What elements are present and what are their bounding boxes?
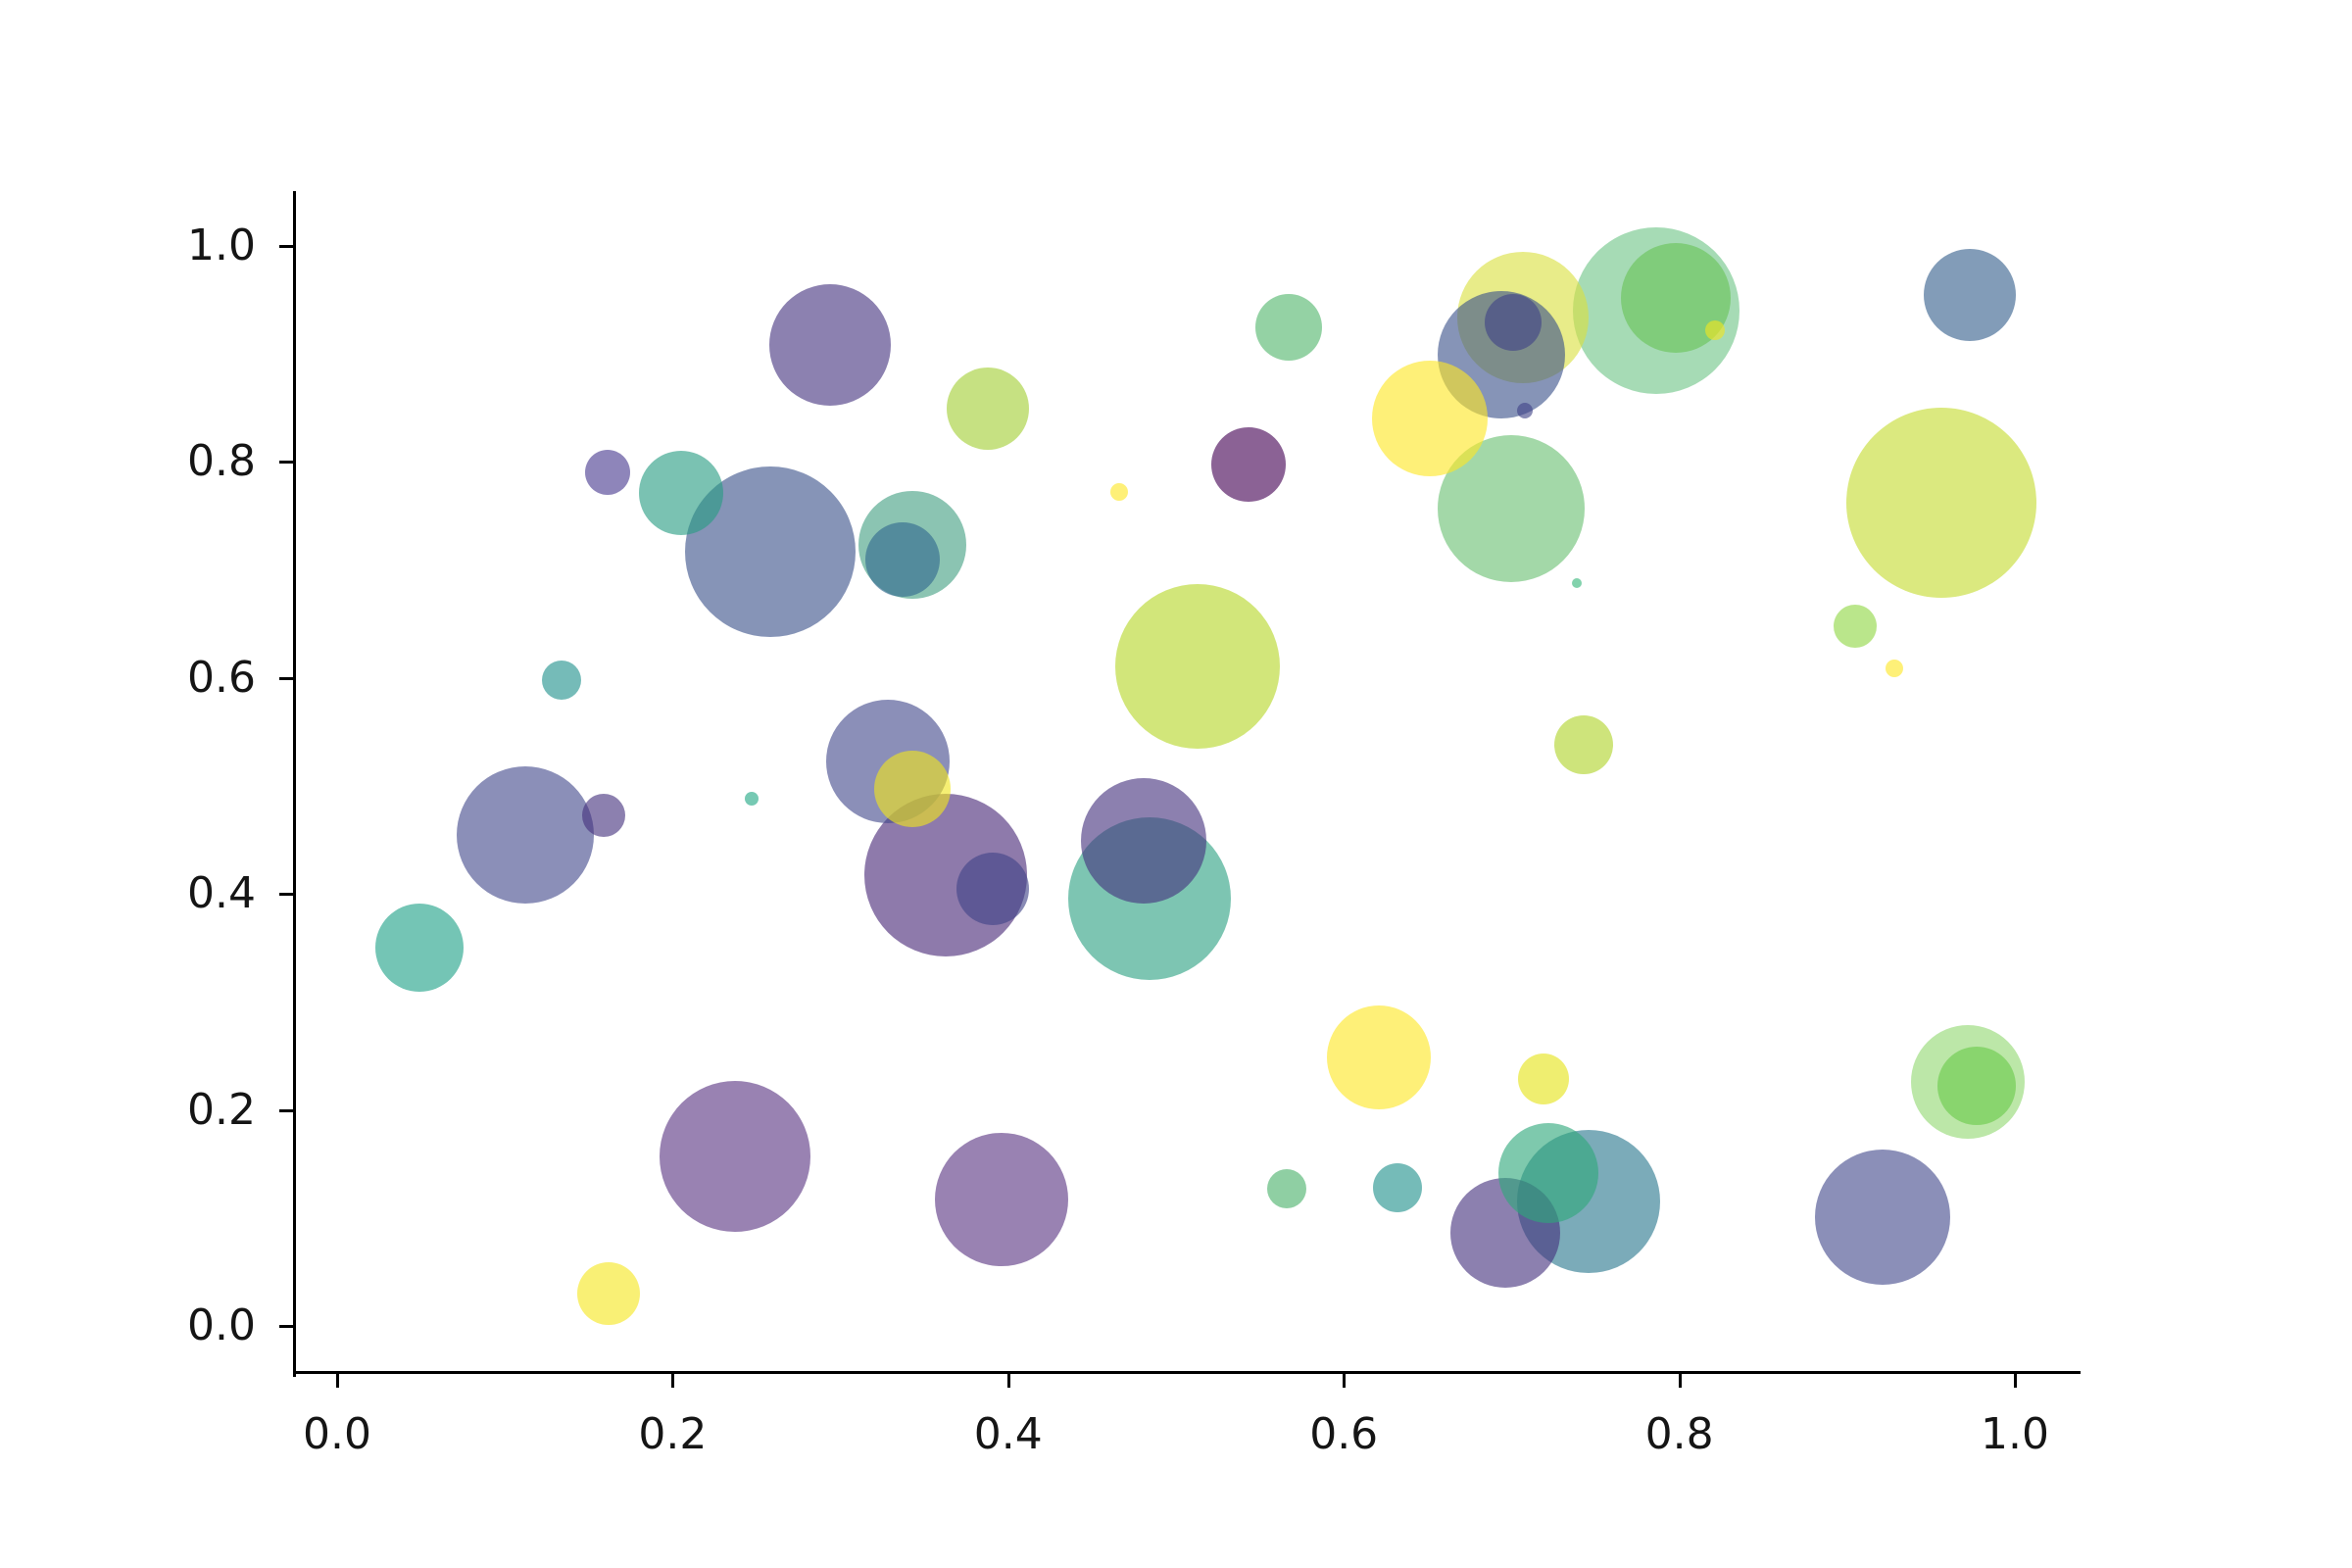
data-point-bubble: [956, 852, 1030, 925]
x-tick-label: 0.0: [303, 1409, 371, 1459]
x-axis-spine: [293, 1371, 2081, 1374]
data-point-bubble: [1109, 483, 1128, 502]
y-axis-spine: [293, 191, 296, 1377]
x-tick-mark: [1343, 1374, 1347, 1388]
data-point-bubble: [1115, 583, 1281, 749]
data-point-bubble: [456, 765, 594, 904]
y-tick-mark: [279, 1325, 293, 1328]
data-point-bubble: [947, 368, 1030, 451]
x-tick-label: 0.4: [973, 1409, 1043, 1459]
data-point-bubble: [934, 1133, 1068, 1267]
data-point-bubble: [659, 1080, 810, 1232]
y-tick-label: 0.0: [187, 1300, 256, 1350]
data-point-bubble: [1572, 577, 1583, 588]
data-point-bubble: [577, 1261, 641, 1325]
x-tick-label: 1.0: [1981, 1409, 2049, 1459]
x-tick-mark: [336, 1374, 339, 1388]
data-point-bubble: [1517, 1053, 1569, 1104]
data-point-bubble: [1371, 361, 1488, 477]
x-tick-mark: [2014, 1374, 2017, 1388]
x-tick-mark: [1678, 1374, 1682, 1388]
data-point-bubble: [1485, 294, 1543, 352]
data-point-bubble: [1254, 293, 1322, 361]
data-point-bubble: [1266, 1169, 1306, 1209]
data-point-bubble: [1372, 1162, 1422, 1212]
y-tick-label: 1.0: [187, 220, 256, 270]
data-point-bubble: [584, 450, 630, 496]
data-point-bubble: [1554, 715, 1614, 775]
y-tick-label: 0.8: [187, 436, 256, 487]
y-tick-label: 0.6: [187, 652, 256, 703]
x-tick-mark: [1006, 1374, 1010, 1388]
data-point-bubble: [638, 451, 723, 536]
y-tick-mark: [279, 676, 293, 680]
data-point-bubble: [374, 904, 464, 993]
data-point-bubble: [1845, 408, 2036, 599]
data-point-bubble: [582, 793, 626, 837]
data-point-bubble: [769, 284, 892, 407]
data-point-bubble: [1327, 1004, 1432, 1109]
data-point-bubble: [1498, 1122, 1599, 1223]
data-point-bubble: [1210, 426, 1286, 502]
data-point-bubble: [1923, 248, 2016, 341]
y-tick-mark: [279, 245, 293, 248]
data-point-bubble: [864, 521, 940, 597]
data-point-bubble: [874, 751, 952, 828]
data-point-bubble: [1081, 778, 1207, 905]
x-tick-label: 0.8: [1644, 1409, 1714, 1459]
data-point-bubble: [1814, 1149, 1950, 1285]
x-tick-label: 0.2: [638, 1409, 708, 1459]
data-point-bubble: [1936, 1047, 2016, 1126]
y-tick-mark: [279, 1108, 293, 1112]
data-point-bubble: [1834, 604, 1878, 648]
y-tick-label: 0.2: [187, 1084, 256, 1135]
data-point-bubble: [1704, 319, 1725, 340]
data-point-bubble: [1885, 659, 1903, 677]
y-tick-label: 0.4: [187, 868, 256, 919]
x-tick-label: 0.6: [1309, 1409, 1379, 1459]
data-point-bubble: [744, 792, 759, 807]
y-tick-mark: [279, 893, 293, 897]
data-point-bubble: [542, 661, 582, 700]
x-tick-mark: [671, 1374, 675, 1388]
y-tick-mark: [279, 461, 293, 465]
data-point-bubble: [1517, 402, 1534, 418]
